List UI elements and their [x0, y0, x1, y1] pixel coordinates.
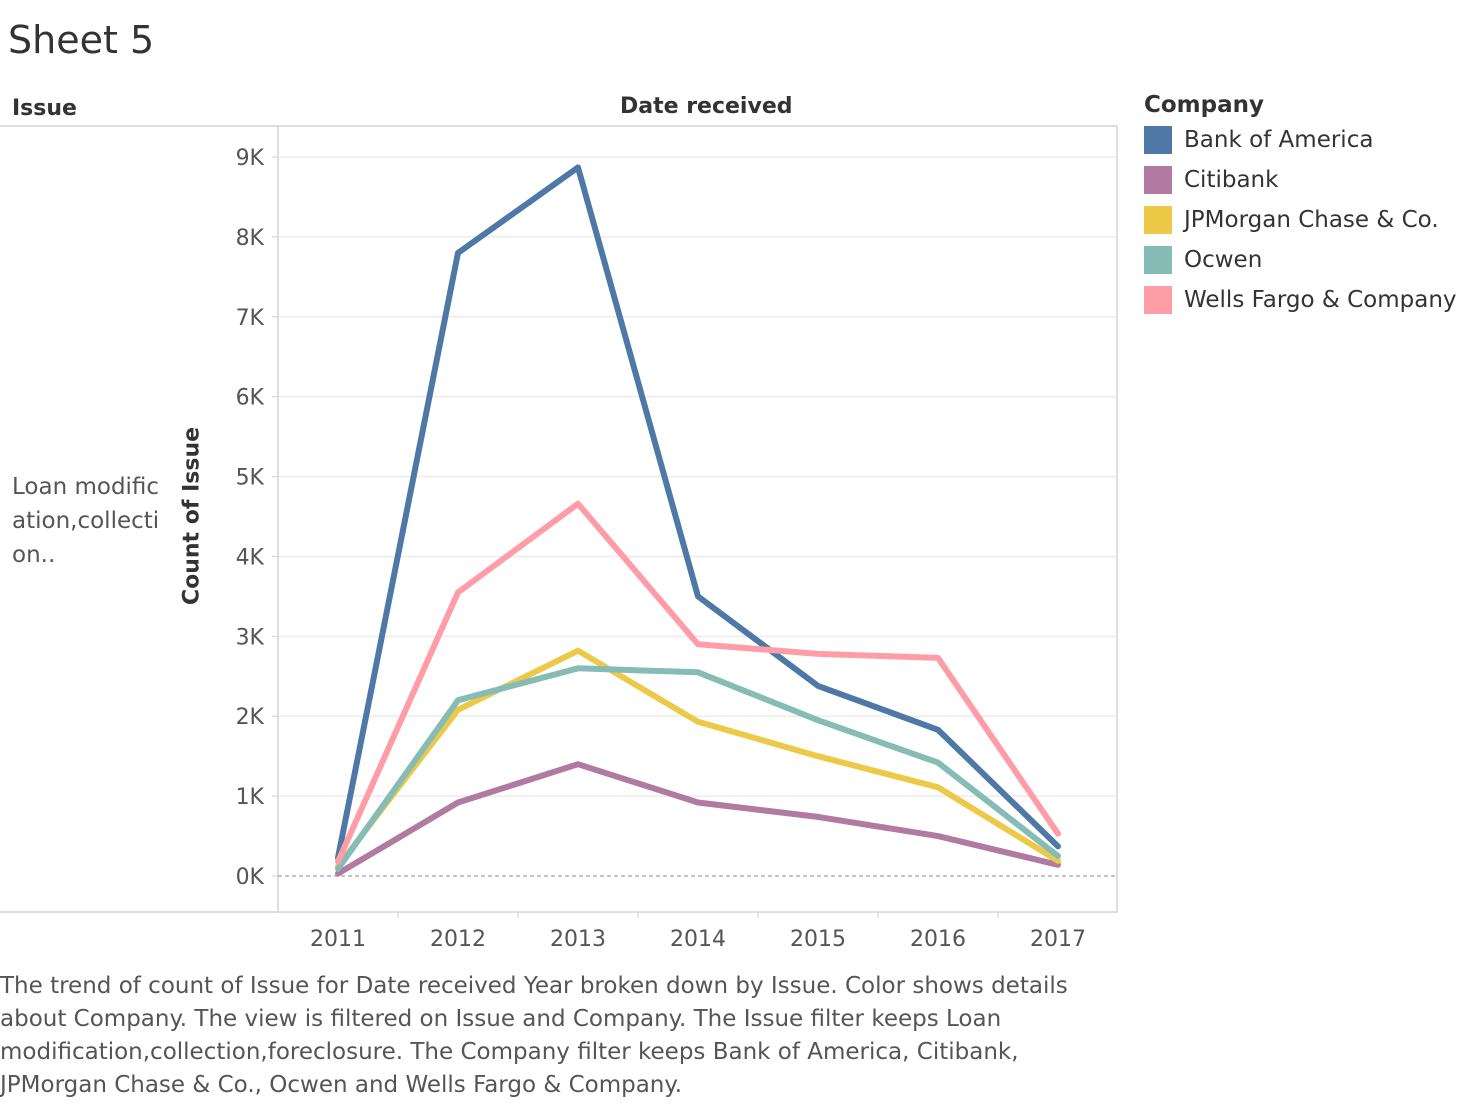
- chart-frame: [0, 125, 1118, 913]
- legend-item[interactable]: Ocwen: [1144, 240, 1457, 280]
- plot-area: [277, 125, 1118, 913]
- x-tick-label: 2014: [670, 927, 726, 952]
- series-lines: [335, 164, 1061, 877]
- x-tick-label: 2016: [910, 927, 966, 952]
- legend-item[interactable]: Bank of America: [1144, 120, 1457, 160]
- issue-row-label: Loan modific ation,collecti on..: [12, 474, 160, 568]
- y-tick-label: 9K: [236, 146, 265, 171]
- chart-caption: The trend of count of Issue for Date rec…: [0, 973, 1068, 1098]
- y-tick-label: 7K: [236, 306, 265, 331]
- x-tick-label: 2017: [1030, 927, 1086, 952]
- series-line-wells-fargo-company: [335, 500, 1061, 865]
- y-tick-label: 8K: [236, 226, 265, 251]
- y-tick-label: 3K: [236, 625, 265, 650]
- legend-item[interactable]: Wells Fargo & Company: [1144, 280, 1457, 320]
- legend-items: Bank of America Citibank JPMorgan Chase & …: [1144, 120, 1457, 320]
- y-tick-label: 0K: [236, 865, 265, 890]
- column-header-date-received: Date received: [620, 94, 793, 119]
- sheet-title: Sheet 5: [8, 18, 155, 62]
- legend: Company Bank of America Citibank JPMorgan …: [1144, 92, 1457, 320]
- y-tick-label: 5K: [236, 466, 265, 491]
- y-tick-label: 4K: [236, 545, 265, 570]
- legend-swatch: [1144, 206, 1172, 234]
- row-header-issue: Issue: [12, 96, 77, 121]
- y-tick-label: 2K: [236, 705, 265, 730]
- legend-swatch: [1144, 246, 1172, 274]
- x-tick-label: 2011: [310, 927, 366, 952]
- x-axis-ticks: 2011 2012 2013 2014 2015 2016 2017: [310, 912, 1086, 952]
- x-tick-label: 2015: [790, 927, 846, 952]
- legend-label: Citibank: [1184, 167, 1279, 193]
- legend-item[interactable]: JPMorgan Chase & Co.: [1144, 200, 1457, 240]
- legend-swatch: [1144, 286, 1172, 314]
- legend-label: Wells Fargo & Company: [1184, 287, 1457, 313]
- series-line-ocwen: [335, 665, 1061, 872]
- legend-title: Company: [1144, 92, 1264, 118]
- legend-label: Bank of America: [1184, 127, 1374, 153]
- series-line-citibank: [335, 761, 1061, 877]
- x-tick-label: 2013: [550, 927, 606, 952]
- series-line-bank-of-america: [335, 164, 1061, 861]
- legend-label: JPMorgan Chase & Co.: [1184, 207, 1439, 233]
- series-line-jpmorgan-chase-co: [335, 647, 1061, 870]
- y-tick-label: 6K: [236, 386, 265, 411]
- legend-item[interactable]: Citibank: [1144, 160, 1457, 200]
- legend-label: Ocwen: [1184, 247, 1263, 273]
- x-tick-label: 2012: [430, 927, 486, 952]
- y-axis-ticks: 0K 1K 2K 3K 4K 5K 6K 7K 8K 9K: [236, 146, 278, 890]
- y-tick-label: 1K: [236, 785, 265, 810]
- legend-swatch: [1144, 166, 1172, 194]
- legend-swatch: [1144, 126, 1172, 154]
